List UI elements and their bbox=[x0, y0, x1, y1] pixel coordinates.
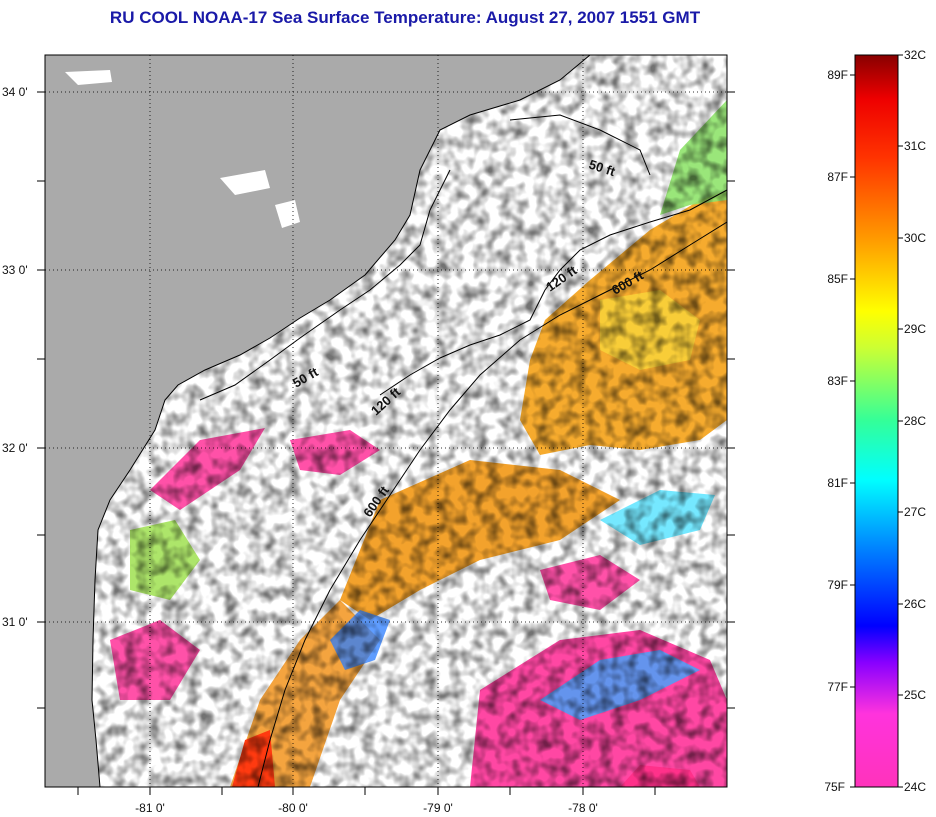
lat-tick-label: 31 0' bbox=[2, 615, 28, 629]
map-title: RU COOL NOAA-17 Sea Surface Temperature:… bbox=[109, 8, 701, 27]
axis-ticks bbox=[37, 91, 735, 795]
lat-tick-label: 32 0' bbox=[2, 441, 28, 455]
lon-tick-label: -81 0' bbox=[135, 801, 165, 815]
lake-2 bbox=[220, 170, 270, 195]
land-area bbox=[45, 55, 591, 787]
lake-3 bbox=[275, 200, 300, 228]
lon-tick-label: -79 0' bbox=[423, 801, 453, 815]
isobath-50ft bbox=[199, 114, 651, 401]
isobath-120ft bbox=[379, 189, 727, 396]
map-frame bbox=[44, 54, 728, 788]
lake-1 bbox=[65, 70, 112, 85]
lat-tick-label: 34 0' bbox=[2, 85, 28, 99]
lat-tick-label: 33 0' bbox=[2, 263, 28, 277]
isobath-600ft bbox=[257, 221, 727, 787]
lon-tick-label: -78 0' bbox=[568, 801, 598, 815]
lon-tick-label: -80 0' bbox=[278, 801, 308, 815]
grid-lines bbox=[45, 55, 727, 787]
